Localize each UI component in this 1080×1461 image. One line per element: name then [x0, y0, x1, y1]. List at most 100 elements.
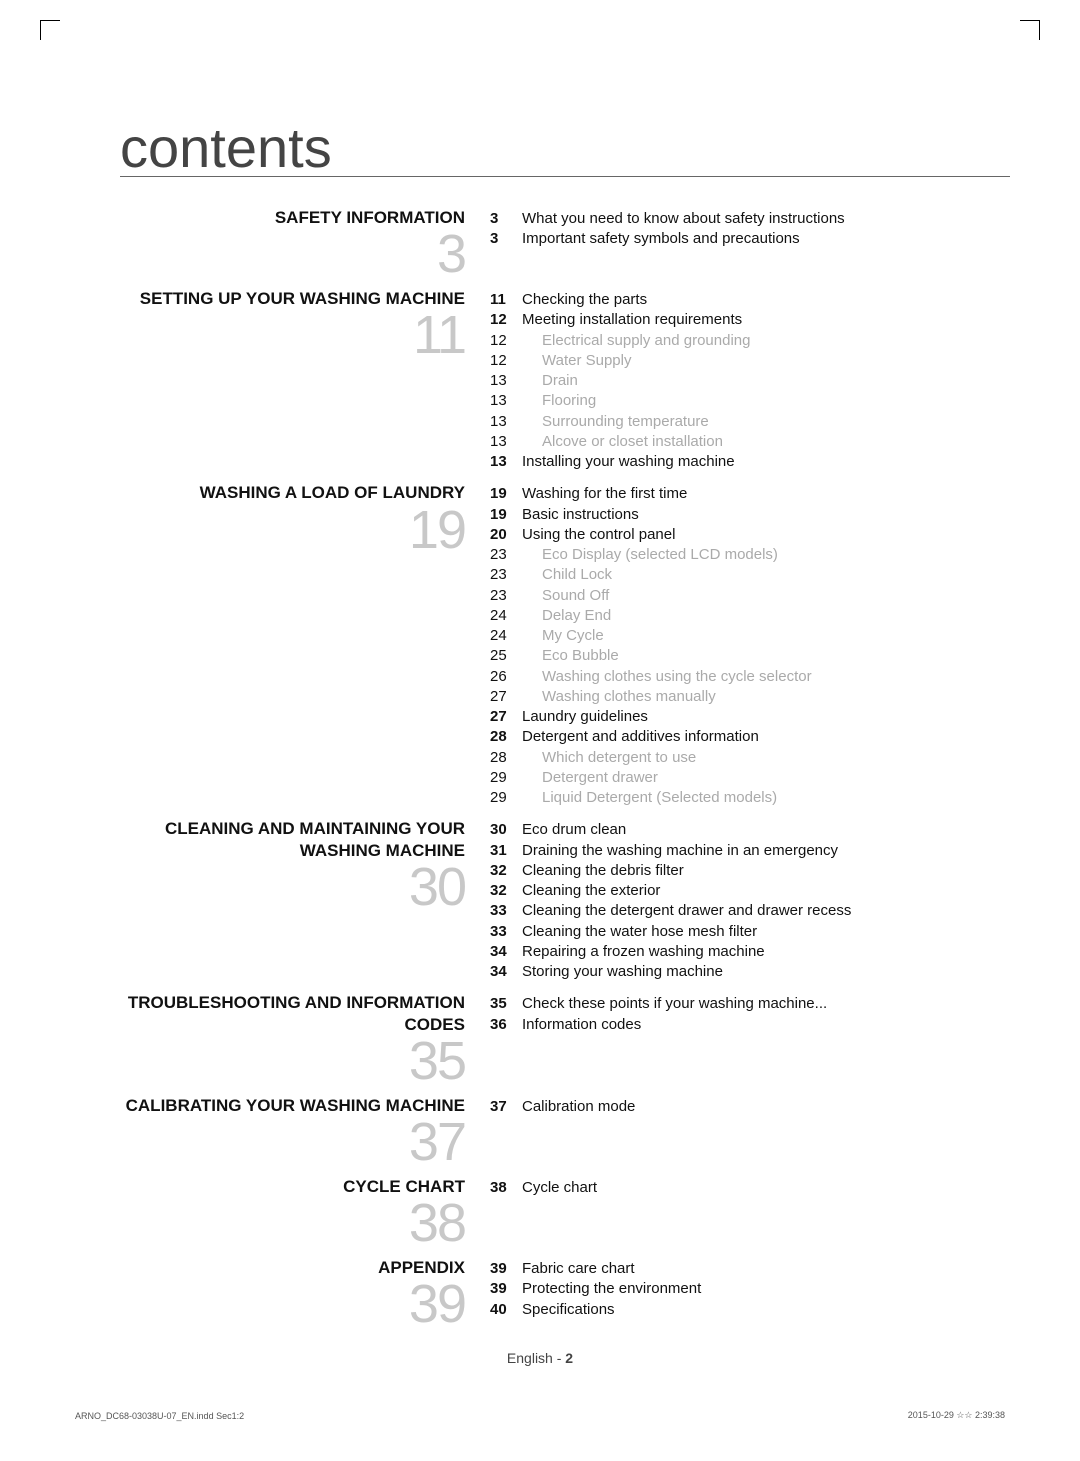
toc-entry: 24My Cycle — [490, 626, 1010, 646]
entry-text: Detergent and additives information — [522, 727, 1010, 747]
entry-page: 24 — [490, 626, 522, 646]
entry-text: Cleaning the exterior — [522, 881, 1010, 901]
entry-page: 13 — [490, 391, 522, 411]
toc-entry: 36Information codes — [490, 1015, 1010, 1035]
section-left: CLEANING AND MAINTAINING YOUR WASHING MA… — [120, 818, 490, 910]
footer-lang: English - — [507, 1350, 565, 1366]
toc-entry: 13Drain — [490, 371, 1010, 391]
entry-page: 23 — [490, 586, 522, 606]
entry-text: Eco Display (selected LCD models) — [522, 545, 1010, 565]
section-heading: SAFETY INFORMATION — [120, 207, 465, 228]
toc-entry: 40Specifications — [490, 1300, 1010, 1320]
entry-page: 27 — [490, 707, 522, 727]
toc-entry: 32Cleaning the exterior — [490, 881, 1010, 901]
entry-page: 13 — [490, 412, 522, 432]
entry-page: 27 — [490, 687, 522, 707]
toc-entry: 26Washing clothes using the cycle select… — [490, 667, 1010, 687]
slug-left: ARNO_DC68-03038U-07_EN.indd Sec1:2 — [75, 1411, 244, 1421]
slug-right: 2015-10-29 ☆☆ 2:39:38 — [908, 1410, 1005, 1421]
toc-section: SETTING UP YOUR WASHING MACHINE1111Check… — [120, 288, 1010, 472]
toc-entry: 28Which detergent to use — [490, 748, 1010, 768]
entry-text: Flooring — [522, 391, 1010, 411]
toc-entry: 23Child Lock — [490, 565, 1010, 585]
section-right: 38Cycle chart — [490, 1176, 1010, 1198]
toc-entry: 12Electrical supply and grounding — [490, 331, 1010, 351]
toc-entry: 28Detergent and additives information — [490, 727, 1010, 747]
toc-section: WASHING A LOAD OF LAUNDRY1919Washing for… — [120, 482, 1010, 808]
page-title: contents — [120, 120, 1010, 176]
entry-page: 36 — [490, 1015, 522, 1035]
section-number: 39 — [120, 1282, 465, 1328]
section-number: 37 — [120, 1120, 465, 1166]
entry-page: 24 — [490, 606, 522, 626]
toc-entry: 12Water Supply — [490, 351, 1010, 371]
entry-page: 39 — [490, 1279, 522, 1299]
entry-page: 20 — [490, 525, 522, 545]
crop-mark — [1020, 20, 1040, 40]
toc-entry: 39Protecting the environment — [490, 1279, 1010, 1299]
entry-page: 37 — [490, 1097, 522, 1117]
entry-text: Calibration mode — [522, 1097, 1010, 1117]
entry-text: Protecting the environment — [522, 1279, 1010, 1299]
section-number: 19 — [120, 508, 465, 554]
entry-text: Specifications — [522, 1300, 1010, 1320]
toc-entry: 29Liquid Detergent (Selected models) — [490, 788, 1010, 808]
section-right: 35Check these points if your washing mac… — [490, 992, 1010, 1035]
toc-section: CALIBRATING YOUR WASHING MACHINE3737Cali… — [120, 1095, 1010, 1166]
entry-page: 32 — [490, 881, 522, 901]
entry-text: Liquid Detergent (Selected models) — [522, 788, 1010, 808]
entry-text: Eco Bubble — [522, 646, 1010, 666]
entry-page: 23 — [490, 565, 522, 585]
section-number: 38 — [120, 1201, 465, 1247]
entry-page: 29 — [490, 768, 522, 788]
toc-entry: 13Flooring — [490, 391, 1010, 411]
entry-text: Child Lock — [522, 565, 1010, 585]
entry-text: Washing clothes manually — [522, 687, 1010, 707]
entry-page: 19 — [490, 505, 522, 525]
entry-page: 35 — [490, 994, 522, 1014]
toc-entry: 27Laundry guidelines — [490, 707, 1010, 727]
toc-entry: 20Using the control panel — [490, 525, 1010, 545]
entry-text: Important safety symbols and precautions — [522, 229, 1010, 249]
section-right: 11Checking the parts12Meeting installati… — [490, 288, 1010, 472]
entry-text: Surrounding temperature — [522, 412, 1010, 432]
entry-text: Detergent drawer — [522, 768, 1010, 788]
title-wrap: contents — [120, 120, 1010, 177]
section-left: TROUBLESHOOTING AND INFORMATION CODES35 — [120, 992, 490, 1084]
entry-page: 13 — [490, 371, 522, 391]
entry-text: Fabric care chart — [522, 1259, 1010, 1279]
entry-text: Storing your washing machine — [522, 962, 1010, 982]
toc-entry: 30Eco drum clean — [490, 820, 1010, 840]
entry-page: 12 — [490, 310, 522, 330]
entry-text: Eco drum clean — [522, 820, 1010, 840]
entry-text: Cycle chart — [522, 1178, 1010, 1198]
entry-text: Delay End — [522, 606, 1010, 626]
entry-text: Using the control panel — [522, 525, 1010, 545]
entry-page: 12 — [490, 331, 522, 351]
entry-page: 12 — [490, 351, 522, 371]
toc-entry: 13Alcove or closet installation — [490, 432, 1010, 452]
entry-page: 13 — [490, 432, 522, 452]
toc-entry: 37Calibration mode — [490, 1097, 1010, 1117]
toc-entry: 23Eco Display (selected LCD models) — [490, 545, 1010, 565]
entry-page: 39 — [490, 1259, 522, 1279]
toc-section: CLEANING AND MAINTAINING YOUR WASHING MA… — [120, 818, 1010, 982]
entry-page: 28 — [490, 748, 522, 768]
entry-page: 25 — [490, 646, 522, 666]
entry-text: Information codes — [522, 1015, 1010, 1035]
page-footer: English - 2 — [0, 1350, 1080, 1366]
toc-entry: 35Check these points if your washing mac… — [490, 994, 1010, 1014]
entry-page: 23 — [490, 545, 522, 565]
entry-text: Cleaning the water hose mesh filter — [522, 922, 1010, 942]
section-number: 3 — [120, 232, 465, 278]
entry-page: 3 — [490, 209, 522, 229]
section-left: CYCLE CHART38 — [120, 1176, 490, 1247]
entry-text: Sound Off — [522, 586, 1010, 606]
entry-page: 13 — [490, 452, 522, 472]
entry-text: Checking the parts — [522, 290, 1010, 310]
toc-entry: 3Important safety symbols and precaution… — [490, 229, 1010, 249]
toc-entry: 19Basic instructions — [490, 505, 1010, 525]
section-number: 35 — [120, 1039, 465, 1085]
entry-page: 26 — [490, 667, 522, 687]
toc-entry: 34Storing your washing machine — [490, 962, 1010, 982]
